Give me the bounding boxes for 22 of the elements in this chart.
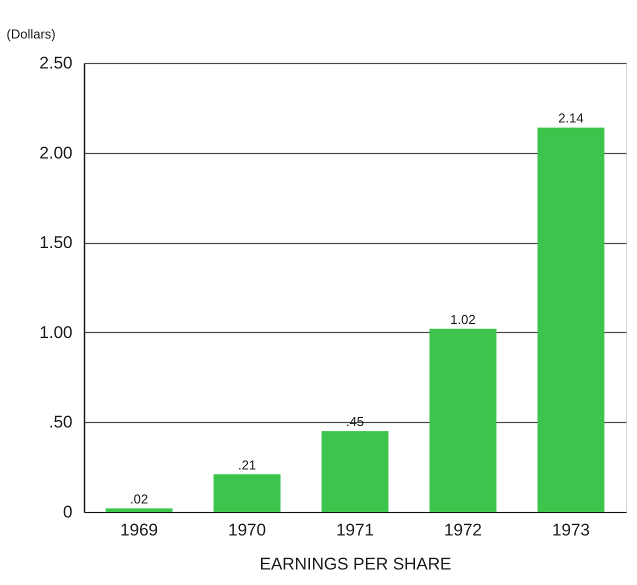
x-tick-label: 1970	[228, 520, 266, 540]
x-axis-title: EARNINGS PER SHARE	[260, 554, 452, 574]
bar	[106, 508, 173, 512]
bar	[322, 431, 388, 512]
y-tick-label: 0	[63, 502, 72, 522]
bar	[430, 328, 496, 512]
y-axis-title: (Dollars)	[6, 26, 56, 42]
x-tick-label: 1973	[552, 520, 590, 540]
y-tick-label: 2.00	[39, 143, 72, 162]
data-label: .21	[238, 457, 256, 472]
y-tick-label: 1.50	[39, 233, 72, 252]
y-tick-label: .50	[48, 412, 72, 432]
x-tick-label: 1971	[336, 520, 374, 540]
data-label: 1.02	[450, 312, 476, 327]
y-tick-label: 2.50	[39, 54, 72, 72]
data-label: .02	[130, 491, 148, 506]
bar	[214, 474, 280, 512]
x-tick-label: 1972	[444, 520, 482, 540]
x-tick-label: 1969	[120, 520, 158, 540]
data-label: 2.14	[558, 110, 584, 126]
y-tick-label: 1.00	[39, 322, 72, 342]
bar	[537, 128, 604, 512]
